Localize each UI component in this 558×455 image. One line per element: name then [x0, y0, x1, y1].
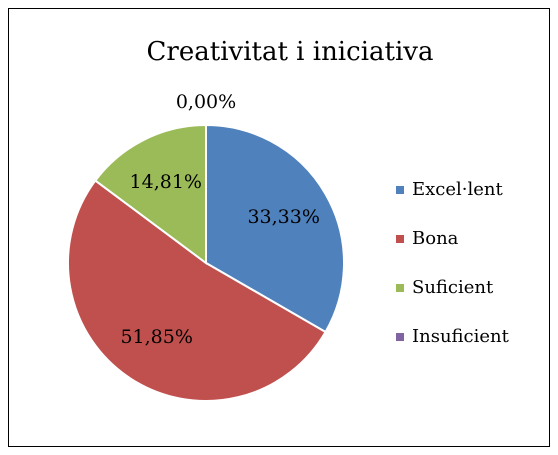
legend-swatch [396, 186, 404, 194]
pie-slice [67, 179, 327, 402]
legend-label: Suficient [412, 277, 494, 298]
legend-swatch [396, 235, 404, 243]
pie-slice [205, 123, 345, 334]
data-label: 14,81% [130, 171, 202, 193]
pie-slice [93, 123, 207, 265]
data-label: 33,33% [247, 206, 319, 228]
legend-label: Bona [412, 228, 459, 249]
legend-label: Excel·lent [412, 179, 504, 200]
data-label: 0,00% [176, 91, 236, 113]
data-label: 51,85% [120, 326, 192, 348]
chart-title: Creativitat i iniciativa [147, 37, 434, 67]
legend-label: Insuficient [412, 326, 510, 347]
legend-swatch [396, 284, 404, 292]
legend-swatch [396, 333, 404, 341]
